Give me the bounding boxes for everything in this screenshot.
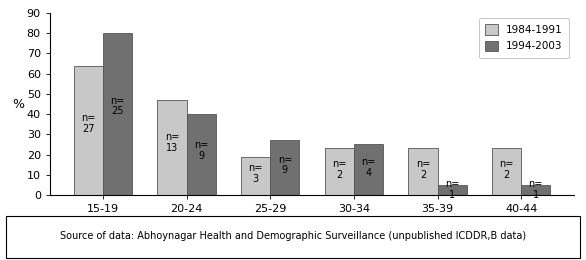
Bar <box>521 185 550 195</box>
Text: n=
1: n= 1 <box>445 179 459 200</box>
Text: n=
27: n= 27 <box>81 113 96 134</box>
Bar <box>325 148 354 195</box>
Text: n=
13: n= 13 <box>165 132 179 153</box>
Bar <box>74 66 103 195</box>
Text: n=
2: n= 2 <box>415 159 430 180</box>
Bar <box>354 145 383 195</box>
Bar <box>408 148 438 195</box>
Bar <box>241 157 270 195</box>
Text: n=
1: n= 1 <box>529 179 543 200</box>
FancyBboxPatch shape <box>6 217 580 258</box>
Text: n=
3: n= 3 <box>248 164 263 184</box>
Text: n=
2: n= 2 <box>332 159 346 180</box>
Text: n=
4: n= 4 <box>362 157 376 178</box>
Text: Source of data: Abhoynagar Health and Demographic Surveillance (unpublished ICDD: Source of data: Abhoynagar Health and De… <box>60 231 526 241</box>
Bar <box>492 148 521 195</box>
Bar <box>186 114 216 195</box>
Bar <box>157 100 186 195</box>
Text: n=
2: n= 2 <box>499 159 514 180</box>
Legend: 1984-1991, 1994-2003: 1984-1991, 1994-2003 <box>479 18 569 58</box>
Text: n=
9: n= 9 <box>278 154 292 175</box>
Bar <box>438 185 467 195</box>
Text: n=
9: n= 9 <box>194 140 209 161</box>
X-axis label: Age-group (years): Age-group (years) <box>261 218 363 228</box>
Bar <box>103 33 132 195</box>
Bar <box>270 140 299 195</box>
Text: n=
25: n= 25 <box>110 96 125 116</box>
Y-axis label: %: % <box>12 98 25 110</box>
